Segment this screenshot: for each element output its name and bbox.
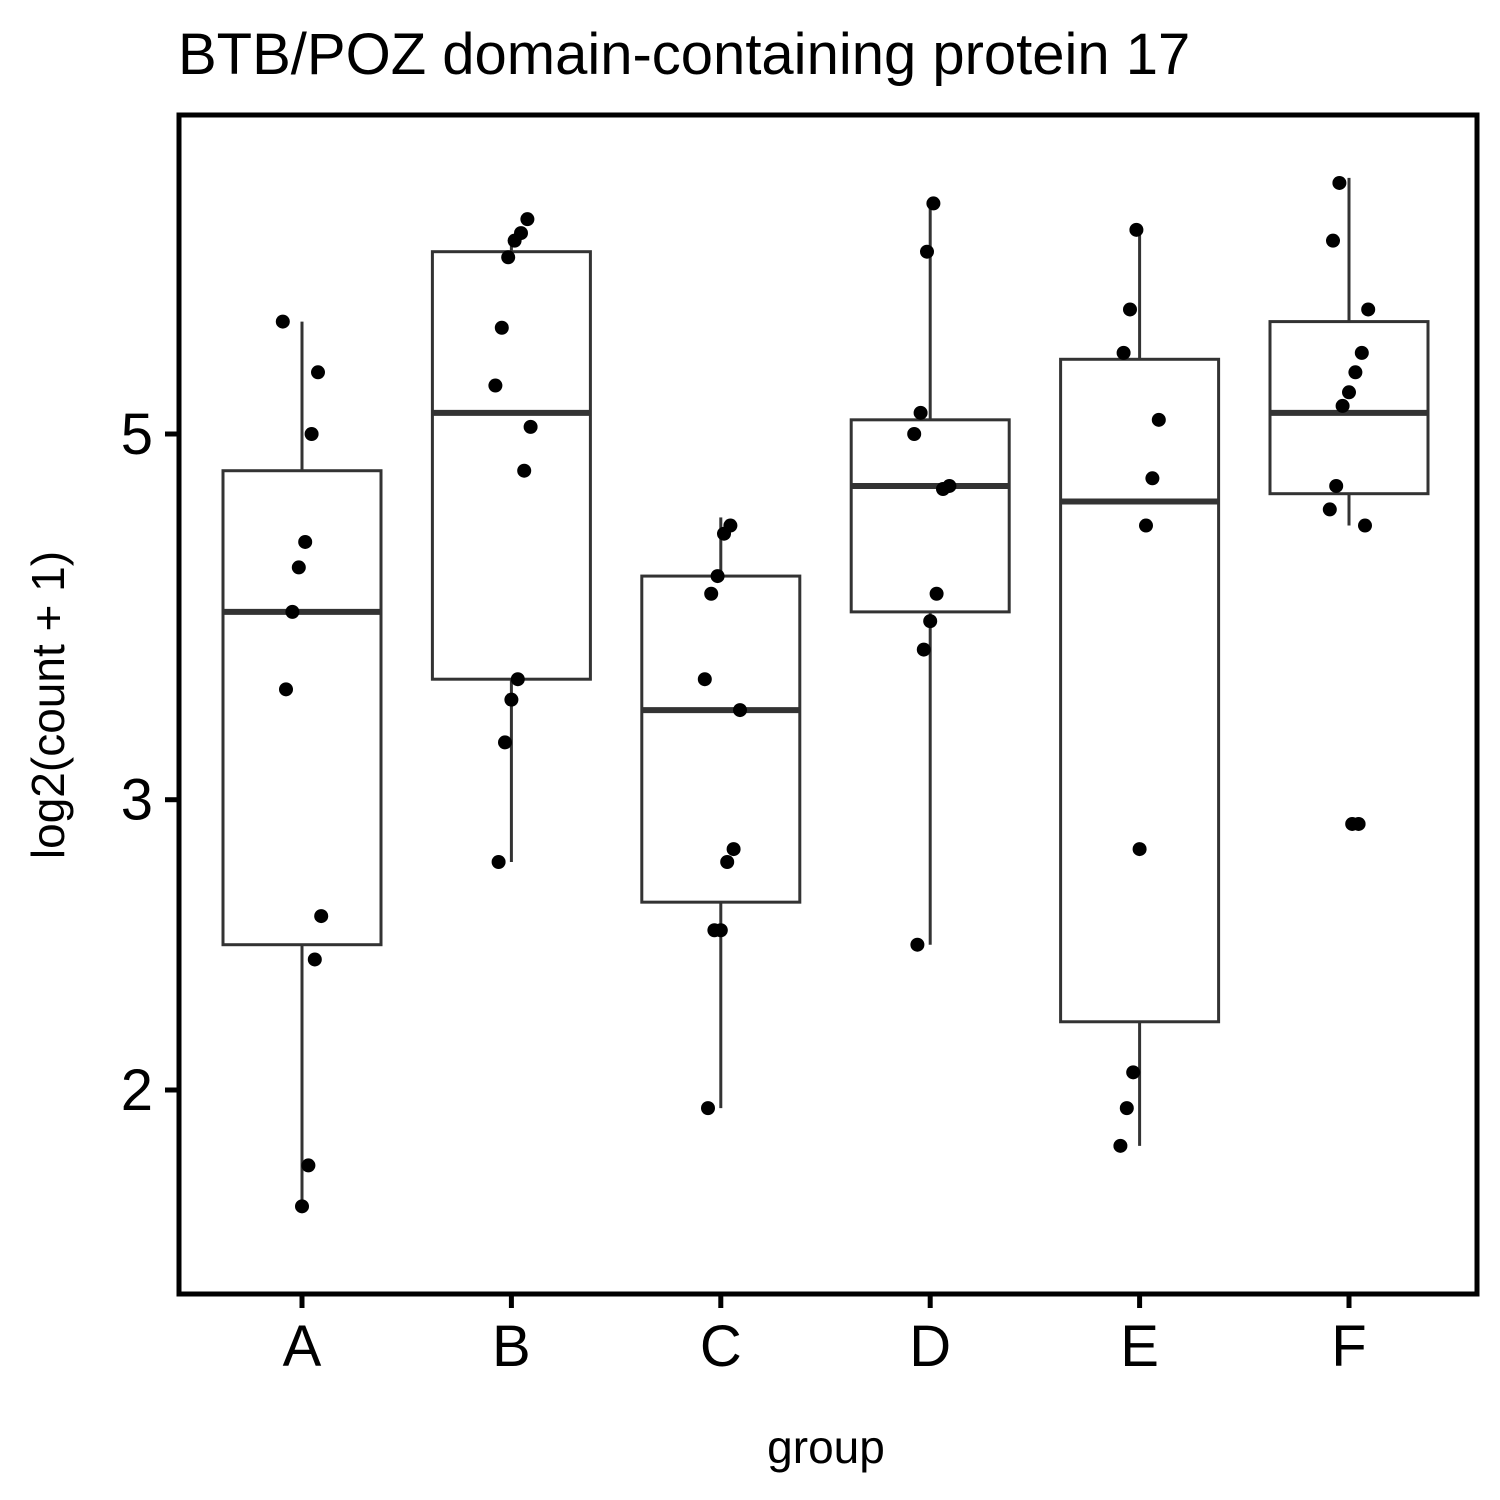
data-point <box>936 482 950 497</box>
data-point <box>1342 385 1356 400</box>
data-point <box>1345 816 1360 831</box>
chart-title: BTB/POZ domain-containing protein 17 <box>178 22 1190 87</box>
data-point <box>710 569 725 584</box>
axis-layer: 2 3 5 A B C D E F <box>121 402 1367 1379</box>
x-tick-label: D <box>909 1314 951 1379</box>
data-point <box>704 586 719 601</box>
data-point <box>520 212 535 227</box>
data-point <box>311 365 325 380</box>
y-tick-label: 5 <box>121 402 153 467</box>
x-tick-label: B <box>492 1314 531 1379</box>
data-point <box>498 735 512 750</box>
data-point <box>726 842 741 857</box>
x-tick-label: A <box>283 1314 322 1379</box>
data-point <box>517 463 532 478</box>
data-point <box>720 855 735 870</box>
data-point <box>1129 222 1144 237</box>
data-point <box>1326 233 1340 248</box>
x-tick-label: E <box>1120 1314 1159 1379</box>
box-iqr <box>640 574 802 904</box>
data-point <box>285 604 300 619</box>
points-group-c <box>697 518 747 1116</box>
points-group-e <box>1113 222 1166 1153</box>
box-group-f <box>1268 177 1430 526</box>
data-point <box>920 244 934 259</box>
data-point <box>510 672 525 687</box>
data-point <box>1358 518 1372 533</box>
data-point <box>733 703 747 718</box>
plot-layer <box>221 175 1430 1214</box>
box-iqr <box>1059 357 1221 1024</box>
y-axis-title: log2(count + 1) <box>22 551 74 859</box>
box-iqr <box>221 469 383 947</box>
box-group-b <box>430 240 592 863</box>
data-point <box>307 952 322 967</box>
points-group-f <box>1322 175 1376 831</box>
data-point <box>701 1101 715 1116</box>
data-point <box>910 937 925 952</box>
box-group-d <box>849 198 1011 945</box>
data-point <box>1113 1138 1128 1153</box>
data-point <box>494 320 509 335</box>
data-point <box>295 1199 309 1214</box>
data-point <box>697 672 712 687</box>
y-tick-label: 2 <box>121 1058 153 1123</box>
y-tick-label: 3 <box>121 768 153 833</box>
data-point <box>523 419 538 434</box>
data-point <box>1322 502 1337 517</box>
data-point <box>279 682 293 697</box>
data-point <box>1335 398 1350 413</box>
data-point <box>1361 302 1376 317</box>
data-point <box>504 692 519 707</box>
box-iqr <box>430 250 592 681</box>
data-point <box>1123 302 1137 317</box>
box-group-c <box>640 517 802 1109</box>
data-point <box>1354 345 1369 360</box>
data-point <box>1116 345 1131 360</box>
data-point <box>923 614 938 629</box>
data-point <box>291 560 306 575</box>
data-point <box>916 642 931 657</box>
data-point <box>304 427 319 441</box>
points-group-a <box>275 314 329 1214</box>
data-point <box>1348 365 1363 380</box>
data-point <box>488 378 503 393</box>
data-point <box>1329 478 1344 493</box>
data-point <box>1119 1101 1134 1116</box>
data-point <box>1126 1065 1141 1080</box>
data-point <box>707 923 722 938</box>
data-point <box>1132 842 1147 857</box>
data-point <box>1139 518 1153 533</box>
points-group-b <box>488 212 538 870</box>
data-point <box>301 1158 316 1173</box>
x-tick-label: F <box>1331 1314 1366 1379</box>
box-group-e <box>1059 224 1221 1146</box>
data-point <box>298 534 313 549</box>
x-tick-label: C <box>700 1314 742 1379</box>
data-point <box>717 526 731 541</box>
data-point <box>491 855 506 870</box>
data-point <box>1151 412 1166 427</box>
data-point <box>1332 175 1347 190</box>
data-point <box>314 909 329 924</box>
data-point <box>501 250 516 265</box>
data-point <box>507 233 522 248</box>
box-group-a <box>221 321 383 1207</box>
data-point <box>1145 471 1160 486</box>
data-point <box>913 405 928 420</box>
box-iqr <box>849 418 1011 614</box>
data-point <box>926 196 941 211</box>
data-point <box>275 314 290 329</box>
data-point <box>907 427 922 441</box>
plot-panel-border <box>176 112 1480 1297</box>
points-group-d <box>907 196 957 952</box>
x-axis-title: group <box>767 1421 885 1473</box>
data-point <box>929 586 944 601</box>
